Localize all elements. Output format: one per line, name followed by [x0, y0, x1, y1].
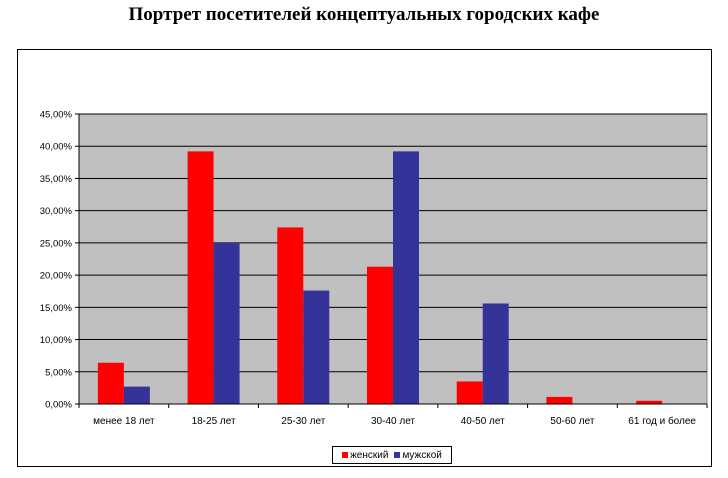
x-tick-label: 25-30 лет: [281, 416, 325, 427]
bar-female-4: [456, 381, 483, 404]
bar-male-3: [393, 151, 419, 404]
chart-title: Портрет посетителей концептуальных город…: [128, 4, 600, 25]
legend: женский мужской: [332, 446, 452, 464]
y-tick-label: 40,00%: [40, 142, 73, 153]
legend-swatch-male: [394, 452, 401, 458]
legend-label-female: женский: [350, 449, 389, 461]
legend-item-male: мужской: [394, 449, 442, 461]
bar-female-6: [636, 400, 663, 404]
y-tick-label: 10,00%: [40, 335, 73, 346]
y-tick-label: 35,00%: [40, 174, 73, 185]
y-tick-label: 30,00%: [40, 206, 73, 217]
bar-female-2: [277, 227, 304, 404]
legend-item-female: женский: [342, 450, 388, 461]
y-tick-labels: 0,00% 5,00% 10,00% 15,00% 20,00% 25,00% 30,00%…: [40, 110, 73, 411]
bar-male-1: [213, 242, 240, 404]
bar-male-4: [482, 303, 509, 404]
bar-female-0: [97, 362, 124, 404]
x-tick-labels: менее 18 лет 18-25 лет 25-30 лет 30-40 лет 4…: [93, 415, 696, 427]
x-tick-label: 40-50 лет: [461, 416, 505, 427]
y-tick-label: 20,00%: [40, 271, 73, 282]
bar-female-5: [546, 396, 573, 404]
axes: [75, 113, 708, 408]
bar-male-0: [123, 386, 150, 404]
bar-female-3: [367, 266, 393, 404]
y-tick-label: 45,00%: [40, 110, 73, 121]
x-tick-label: 18-25 лет: [192, 416, 236, 427]
bar-female-1: [187, 151, 214, 404]
legend-swatch-female: [342, 452, 349, 458]
y-tick-label: 15,00%: [40, 303, 73, 314]
bar-male-2: [303, 290, 330, 404]
x-tick-label: 61 год и более: [628, 415, 696, 427]
bars: [97, 151, 663, 404]
x-tick-label: 30-40 лет: [371, 416, 415, 427]
x-tick-label: 50-60 лет: [550, 416, 594, 427]
x-tick-label: менее 18 лет: [93, 416, 155, 427]
y-tick-label: 25,00%: [40, 238, 73, 249]
y-tick-label: 5,00%: [45, 367, 72, 378]
y-tick-label: 0,00%: [45, 400, 72, 411]
legend-label-male: мужской: [402, 449, 442, 461]
